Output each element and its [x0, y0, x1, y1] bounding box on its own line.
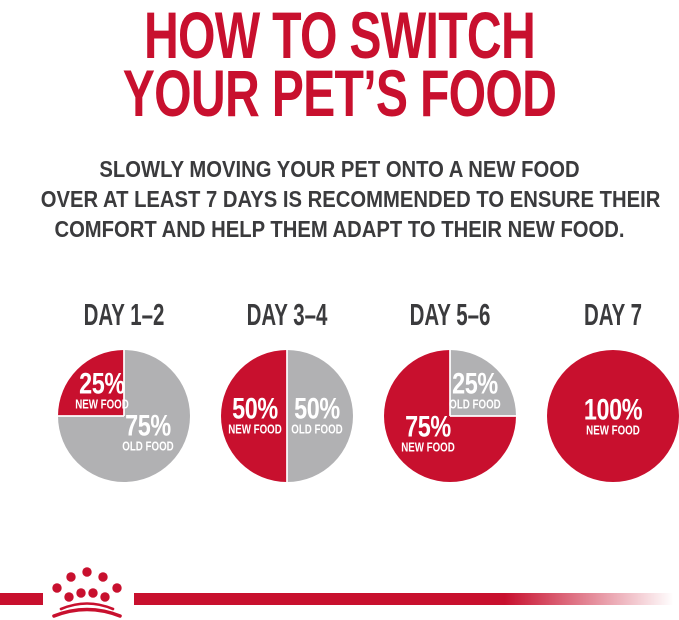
day-label: DAY 7	[583, 297, 643, 332]
slice-divider	[58, 415, 124, 417]
slice-value: 75%	[404, 410, 451, 444]
day-column-1: DAY 1–2 25% NEW FOOD 75% OLD FOOD	[44, 297, 204, 482]
page-subtitle-line1: SLOWLY MOVING YOUR PET ONTO A NEW FOOD	[99, 156, 580, 182]
page-title-line1: HOW TO SWITCH	[143, 0, 536, 72]
slice-divider	[286, 350, 288, 416]
royal-canin-crown-logo	[52, 567, 122, 618]
pie-chart: 100% NEW FOOD	[547, 350, 679, 482]
pie-chart: 75% NEW FOOD 25% OLD FOOD	[384, 350, 516, 482]
slice-value: 75%	[124, 409, 171, 443]
slice-divider	[449, 350, 451, 416]
page-title: HOW TO SWITCH YOUR PET’S FOOD	[0, 0, 679, 130]
slice-label: 50% OLD FOOD	[291, 392, 344, 437]
slice-label: 75% OLD FOOD	[122, 409, 174, 454]
slice-label: 100% NEW FOOD	[583, 393, 643, 438]
slice-name: OLD FOOD	[449, 397, 501, 412]
page-subtitle-line2: OVER AT LEAST 7 DAYS IS RECOMMENDED TO E…	[40, 186, 661, 212]
slice-name: NEW FOOD	[400, 440, 455, 455]
page-subtitle: SLOWLY MOVING YOUR PET ONTO A NEW FOOD O…	[0, 154, 679, 244]
slice-label: 50% NEW FOOD	[228, 392, 283, 437]
slice-divider	[286, 416, 288, 482]
day-label: DAY 5–6	[409, 297, 491, 332]
page-subtitle-line3: COMFORT AND HELP THEM ADAPT TO THEIR NEW…	[54, 216, 625, 242]
slice-value: 100%	[583, 393, 643, 427]
pie-chart: 50% NEW FOOD 50% OLD FOOD	[221, 350, 353, 482]
day-column-2: DAY 3–4 50% NEW FOOD 50% OLD FOOD	[207, 297, 367, 482]
footer-bar-left-segment	[0, 593, 43, 605]
pie-chart: 25% NEW FOOD 75% OLD FOOD	[58, 350, 190, 482]
day-label: DAY 1–2	[83, 297, 165, 332]
slice-name: OLD FOOD	[291, 422, 344, 437]
slice-name: NEW FOOD	[74, 397, 129, 412]
page-title-line2: YOUR PET’S FOOD	[122, 56, 557, 130]
slice-value: 50%	[232, 392, 279, 426]
slice-label: 75% NEW FOOD	[400, 410, 455, 455]
slice-value: 25%	[452, 367, 498, 401]
day-column-3: DAY 5–6 75% NEW FOOD 25% OLD FOOD	[370, 297, 530, 482]
footer-bar-right-segment	[134, 593, 679, 605]
slice-name: OLD FOOD	[122, 439, 174, 454]
slice-value: 25%	[78, 367, 125, 401]
slice-label: 25% OLD FOOD	[449, 367, 501, 412]
slice-label: 25% NEW FOOD	[74, 367, 129, 412]
slice-value: 50%	[294, 392, 341, 426]
slice-divider	[123, 350, 125, 416]
day-label: DAY 3–4	[246, 297, 328, 332]
slice-divider	[450, 415, 516, 417]
pie-chart-row: DAY 1–2 25% NEW FOOD 75% OLD FOOD DAY 3–4 50% N…	[0, 297, 679, 482]
slice-name: NEW FOOD	[228, 422, 283, 437]
slice-name: NEW FOOD	[586, 423, 640, 438]
day-column-4: DAY 7 100% NEW FOOD	[533, 297, 679, 482]
